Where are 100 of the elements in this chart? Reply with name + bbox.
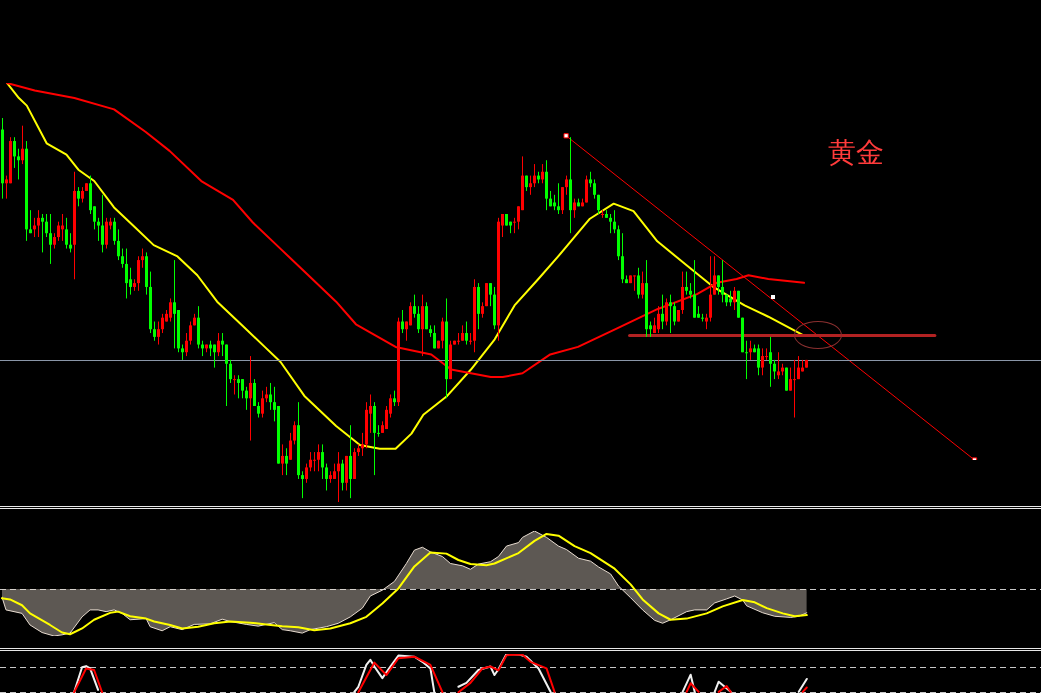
- candlestick: [217, 332, 220, 357]
- candlestick: [529, 175, 532, 196]
- candlestick: [465, 321, 468, 346]
- candlestick: [281, 443, 284, 476]
- candlestick: [585, 175, 588, 203]
- candlestick: [21, 125, 24, 165]
- candlestick: [169, 297, 172, 323]
- candlestick: [761, 347, 764, 376]
- candlestick: [237, 374, 240, 399]
- candlestick: [117, 228, 120, 261]
- candlestick: [541, 163, 544, 184]
- candlestick: [113, 217, 116, 246]
- candlestick: [713, 255, 716, 296]
- candlestick: [401, 309, 404, 334]
- candlestick: [681, 271, 684, 315]
- candlestick: [693, 259, 696, 319]
- candlestick: [41, 213, 44, 253]
- candlestick: [421, 294, 424, 357]
- candlestick: [613, 209, 616, 234]
- candlestick: [77, 186, 80, 207]
- candlestick: [513, 217, 516, 234]
- candlestick: [57, 221, 60, 242]
- candlestick: [221, 332, 224, 357]
- candlestick: [425, 301, 428, 330]
- candlestick: [305, 463, 308, 484]
- candlestick: [157, 321, 160, 346]
- candlestick: [249, 355, 252, 442]
- text: 黄金: [828, 135, 884, 171]
- candlestick: [13, 136, 16, 169]
- candlestick: [253, 378, 256, 407]
- candlestick: [185, 332, 188, 357]
- candlestick: [777, 351, 780, 380]
- candlestick: [673, 301, 676, 326]
- candlestick: [557, 182, 560, 215]
- candlestick: [417, 305, 420, 334]
- candlestick: [97, 217, 100, 242]
- candlestick: [105, 217, 108, 250]
- candlestick: [377, 424, 380, 438]
- candlestick: [793, 359, 796, 419]
- candlestick: [121, 248, 124, 269]
- candlestick: [341, 459, 344, 491]
- candlestick: [633, 274, 636, 292]
- candlestick: [45, 213, 48, 238]
- candlestick: [621, 232, 624, 284]
- candlestick: [269, 382, 272, 411]
- candlestick: [153, 321, 156, 342]
- candlestick: [745, 340, 748, 380]
- candlestick: [65, 217, 68, 250]
- candlestick: [413, 294, 416, 319]
- candlestick: [189, 321, 192, 346]
- candlestick: [489, 282, 492, 307]
- candlestick: [69, 232, 72, 253]
- candlestick: [129, 267, 132, 296]
- candlestick: [317, 443, 320, 472]
- candlestick: [573, 198, 576, 219]
- candlestick: [349, 424, 352, 499]
- candlestick: [685, 271, 688, 296]
- candlestick: [657, 305, 660, 334]
- candlestick: [337, 451, 340, 503]
- candlestick: [293, 420, 296, 445]
- candlestick: [721, 259, 724, 303]
- candlestick: [637, 267, 640, 299]
- candlestick: [665, 297, 668, 326]
- candlestick: [285, 447, 288, 476]
- candlestick: [101, 194, 104, 253]
- candlestick: [49, 213, 52, 265]
- candlestick: [609, 213, 612, 234]
- candlestick: [241, 378, 244, 399]
- candlestick: [469, 332, 472, 346]
- candlestick: [769, 336, 772, 388]
- candlestick: [661, 294, 664, 330]
- candlestick: [709, 255, 712, 323]
- candlestick: [225, 344, 228, 407]
- candlestick: [321, 443, 324, 480]
- candlestick: [301, 470, 304, 499]
- candlestick: [261, 390, 264, 419]
- candlestick: [309, 451, 312, 472]
- candlestick: [565, 175, 568, 196]
- candlestick: [457, 332, 460, 346]
- candlestick: [441, 317, 444, 349]
- candlestick: [749, 340, 752, 361]
- candlestick: [37, 209, 40, 238]
- candlestick: [161, 313, 164, 334]
- candlestick: [789, 367, 792, 392]
- candlestick: [229, 359, 232, 384]
- candlestick: [641, 271, 644, 299]
- candlestick: [173, 259, 176, 349]
- candlestick: [289, 432, 292, 461]
- candlestick: [593, 178, 596, 200]
- candlestick: [717, 274, 720, 296]
- candlestick: [233, 374, 236, 395]
- candlestick: [757, 344, 760, 376]
- candlestick: [137, 255, 140, 292]
- candlestick: [325, 463, 328, 491]
- candlestick: [533, 163, 536, 188]
- candlestick: [245, 386, 248, 411]
- candlestick: [17, 148, 20, 180]
- candlestick: [733, 286, 736, 311]
- candlestick: [313, 451, 316, 472]
- candlestick: [125, 248, 128, 299]
